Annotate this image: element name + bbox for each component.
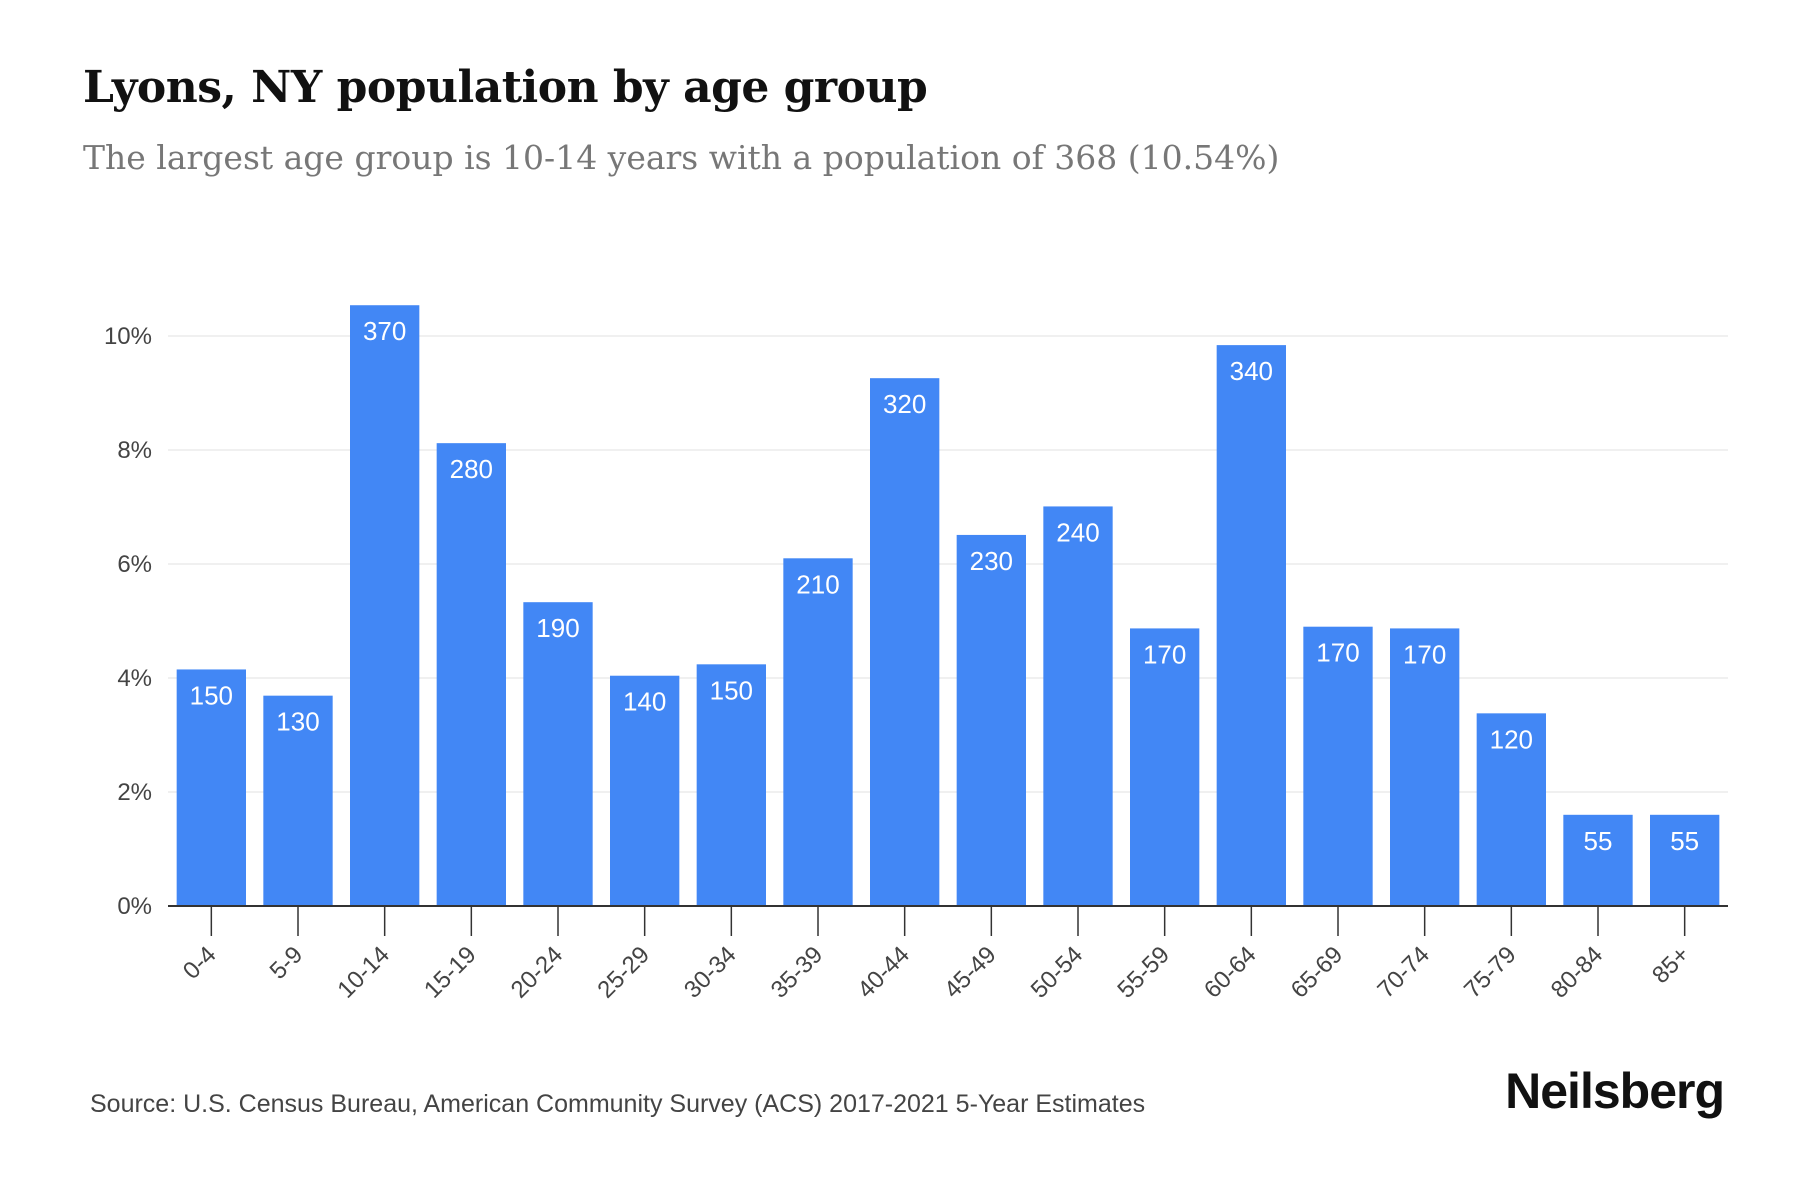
data-label: 190 [536, 613, 579, 643]
bar-80-84 [1563, 814, 1633, 906]
x-tick-label: 40-44 [852, 941, 915, 1004]
y-tick-label: 4% [117, 665, 152, 692]
data-label: 120 [1490, 724, 1533, 754]
data-label: 55 [1670, 826, 1699, 856]
data-label: 230 [970, 546, 1013, 576]
x-tick-label: 45-49 [939, 941, 1002, 1004]
data-label: 240 [1056, 517, 1099, 547]
y-tick-label: 10% [104, 323, 152, 350]
data-label: 320 [883, 389, 926, 419]
bar-25-29 [610, 675, 680, 906]
y-tick-label: 6% [117, 551, 152, 578]
x-tick-label: 15-19 [419, 941, 482, 1004]
x-tick-label: 5-9 [265, 941, 309, 985]
x-tick-label: 30-34 [679, 941, 742, 1004]
x-tick-label: 85+ [1647, 941, 1695, 989]
source-note: Source: U.S. Census Bureau, American Com… [90, 1090, 1146, 1118]
x-tick-label: 55-59 [1112, 941, 1175, 1004]
data-label: 210 [796, 569, 839, 599]
data-label: 340 [1230, 356, 1273, 386]
bar-35-39 [783, 558, 853, 906]
y-tick-label: 2% [117, 779, 152, 806]
data-label: 280 [450, 454, 493, 484]
x-tick-label: 10-14 [332, 941, 395, 1004]
bar-10-14 [350, 305, 420, 907]
bar-65-69 [1303, 626, 1373, 906]
data-label: 150 [710, 675, 753, 705]
data-label: 130 [276, 707, 319, 737]
bar-5-9 [263, 695, 333, 906]
brand-logo: Neilsberg [1505, 1063, 1725, 1119]
y-tick-label: 8% [117, 437, 152, 464]
bar-30-34 [696, 664, 766, 906]
data-label: 170 [1316, 638, 1359, 668]
bar-55-59 [1130, 628, 1200, 906]
x-tick-label: 70-74 [1372, 941, 1435, 1004]
bar-0-4 [176, 669, 246, 906]
bar-40-44 [870, 378, 940, 906]
x-tick-label: 0-4 [178, 941, 222, 985]
x-tick-label: 65-69 [1286, 941, 1349, 1004]
bar-85+ [1650, 814, 1720, 906]
data-label: 170 [1403, 639, 1446, 669]
x-tick-label: 50-54 [1026, 941, 1089, 1004]
x-tick-label: 75-79 [1459, 941, 1522, 1004]
chart-title: Lyons, NY population by age group [83, 62, 928, 113]
bar-15-19 [436, 443, 506, 906]
y-tick-label: 0% [117, 893, 152, 920]
data-label: 140 [623, 687, 666, 717]
chart-subtitle: The largest age group is 10-14 years wit… [83, 138, 1280, 177]
bar-75-79 [1476, 713, 1546, 906]
bar-60-64 [1216, 345, 1286, 906]
x-tick-label: 20-24 [506, 941, 569, 1004]
bar-45-49 [956, 534, 1026, 906]
x-tick-label: 80-84 [1546, 941, 1609, 1004]
x-tick-label: 35-39 [766, 941, 829, 1004]
data-label: 170 [1143, 639, 1186, 669]
x-tick-label: 60-64 [1199, 941, 1262, 1004]
data-label: 150 [190, 680, 233, 710]
x-tick-label: 25-29 [592, 941, 655, 1004]
bar-70-74 [1390, 628, 1460, 906]
data-label: 55 [1584, 826, 1613, 856]
bar-20-24 [523, 602, 593, 906]
data-label: 370 [363, 316, 406, 346]
bar-50-54 [1043, 506, 1113, 906]
